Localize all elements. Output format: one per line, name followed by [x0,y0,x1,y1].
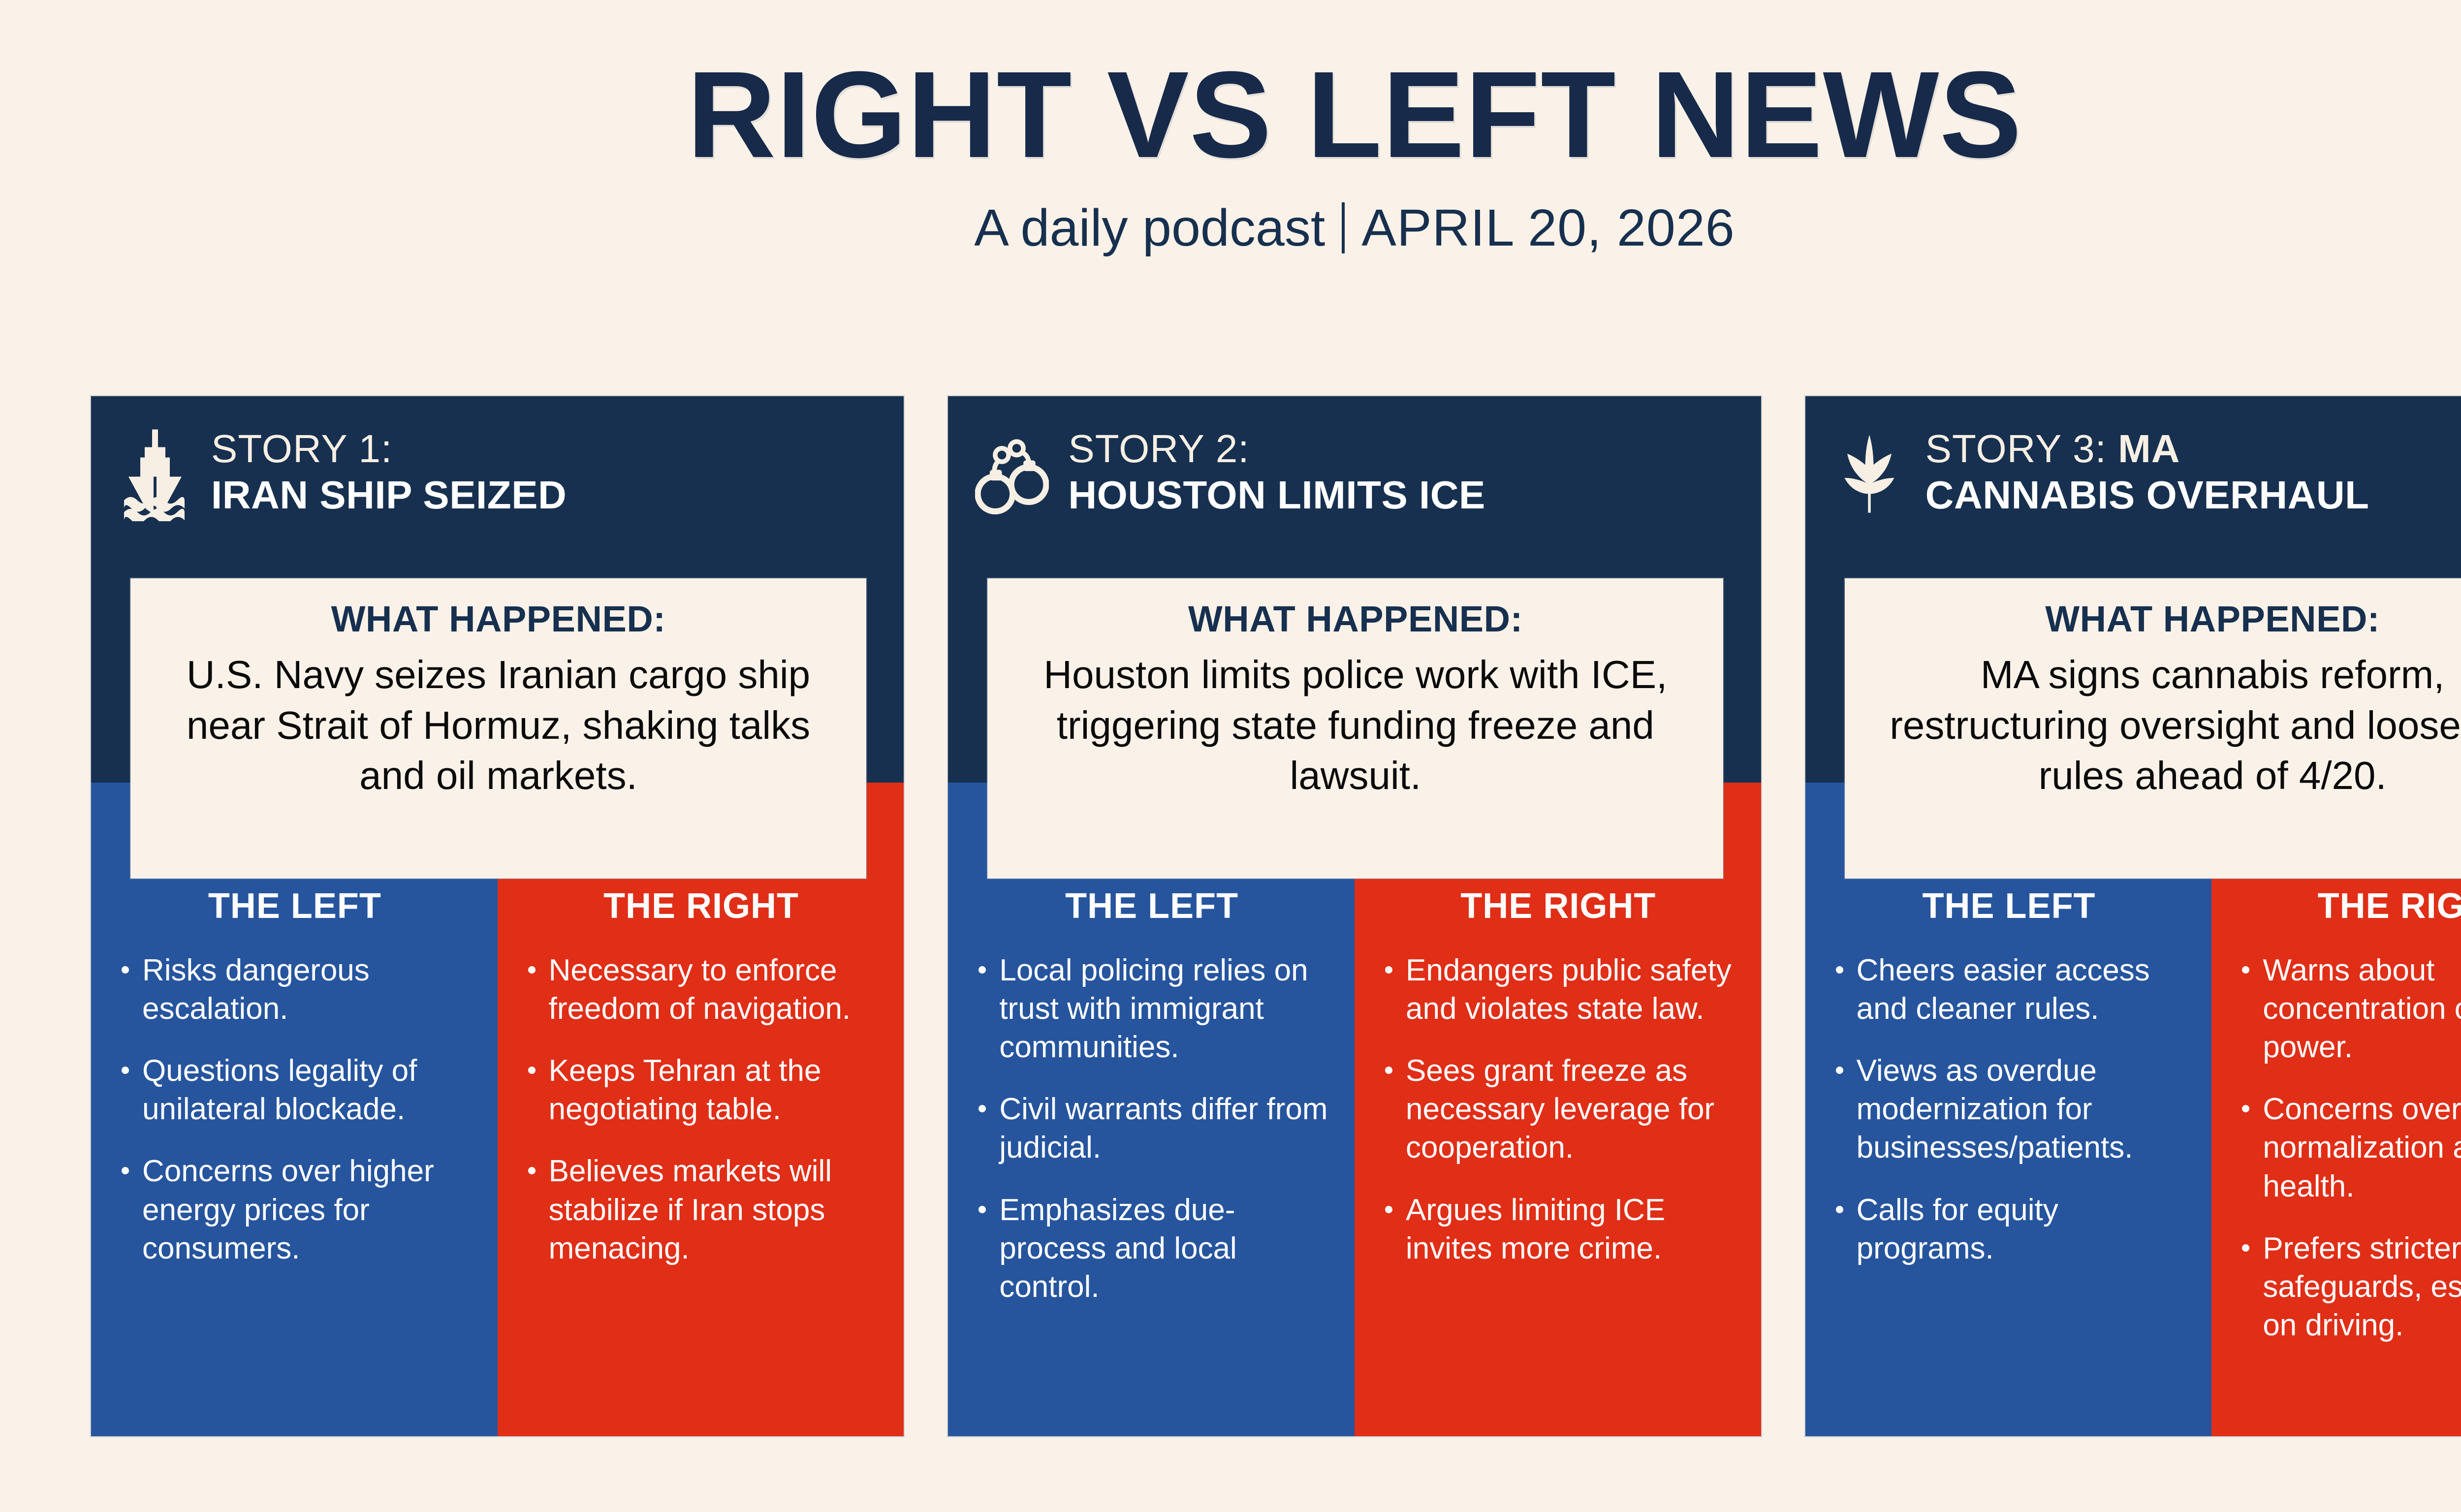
list-item: Concerns over normalization and public h… [2240,1090,2461,1205]
list-item: Prefers stricter safeguards, especially … [2240,1229,2461,1345]
cannabis-leaf-icon [1830,425,1909,521]
story-number-text: STORY 3: [1925,427,2118,471]
what-happened-text: MA signs cannabis reform, restructuring … [1890,653,2461,798]
right-bullet-list: Endangers public safety and violates sta… [1370,951,1746,1268]
right-side-background [1354,783,1761,1436]
left-bullet-list: Local policing relies on trust with immi… [964,951,1340,1306]
list-item: Concerns over higher energy prices for c… [120,1152,480,1267]
story-number-label: STORY 1: [211,427,904,471]
left-side-background [1805,783,2212,1436]
left-bullet-list: Risks dangerous escalation. Questions le… [107,951,483,1268]
what-happened-text: U.S. Navy seizes Iranian cargo ship near… [186,653,811,798]
what-happened-label: WHAT HAPPENED: [331,598,666,639]
story-card: STORY 2: HOUSTON LIMITS ICE WHAT HAPPENE… [948,396,1761,1436]
right-column: THE RIGHT Warns about concentration of m… [2211,888,2461,1436]
opinions-columns: THE LEFT Risks dangerous escalation. Que… [91,888,904,1436]
left-column: THE LEFT Local policing relies on trust … [948,888,1355,1436]
list-item: Argues limiting ICE invites more crime. [1383,1191,1743,1268]
story-card: STORY 1: IRAN SHIP SEIZED WHAT HAPPENED:… [91,396,904,1436]
left-side-background [91,783,498,1436]
what-happened-box: WHAT HAPPENED: MA signs cannabis reform,… [1844,578,2461,879]
right-side-background [497,783,904,1436]
page-header: RIGHT VS LEFT NEWS A daily podcast APRIL… [0,0,2461,254]
subtitle-date: APRIL 20, 2026 [1361,199,1735,257]
right-column-header: THE RIGHT [2317,886,2461,926]
story-number-label: STORY 2: [1068,427,1761,471]
subtitle-podcast: A daily podcast [974,199,1325,257]
story-card: STORY 3: MA CANNABIS OVERHAUL WHAT HAPPE… [1805,396,2461,1436]
right-column: THE RIGHT Endangers public safety and vi… [1355,888,1761,1436]
list-item: Calls for equity programs. [1834,1191,2194,1268]
story-number-bold: MA [2118,427,2180,471]
left-column: THE LEFT Risks dangerous escalation. Que… [91,888,498,1436]
list-item: Local policing relies on trust with immi… [977,951,1337,1067]
list-item: Civil warrants differ from judicial. [977,1090,1337,1167]
left-right-split-band [948,783,1761,1436]
ship-icon [116,425,194,521]
list-item: Emphasizes due-process and local control… [977,1191,1337,1306]
subtitle-divider [1342,202,1345,253]
handcuffs-icon [973,425,1051,521]
right-column-header: THE RIGHT [1460,886,1656,926]
opinions-columns: THE LEFT Local policing relies on trust … [948,888,1761,1436]
what-happened-label: WHAT HAPPENED: [2045,598,2380,639]
right-bullet-list: Necessary to enforce freedom of navigati… [513,951,889,1268]
what-happened-text: Houston limits police work with ICE, tri… [1043,653,1668,798]
story-card-titles: STORY 2: HOUSTON LIMITS ICE [1068,425,1761,517]
list-item: Necessary to enforce freedom of navigati… [526,951,886,1028]
story-number-text: STORY 2: [1068,427,1250,471]
list-item: Warns about concentration of market powe… [2240,951,2461,1067]
list-item: Keeps Tehran at the negotiating table. [526,1052,886,1129]
story-number-label: STORY 3: MA [1925,427,2461,471]
left-bullet-list: Cheers easier access and cleaner rules. … [1821,951,2197,1268]
story-cards-container: STORY 1: IRAN SHIP SEIZED WHAT HAPPENED:… [91,396,2461,1436]
left-column-header: THE LEFT [1065,886,1239,926]
story-card-titles: STORY 3: MA CANNABIS OVERHAUL [1925,425,2461,517]
left-right-split-band [1805,783,2461,1436]
what-happened-box: WHAT HAPPENED: Houston limits police wor… [987,578,1724,879]
page-title: RIGHT VS LEFT NEWS [687,46,2022,183]
left-column-header: THE LEFT [1922,886,2096,926]
what-happened-label: WHAT HAPPENED: [1188,598,1523,639]
right-column-header: THE RIGHT [603,886,799,926]
list-item: Cheers easier access and cleaner rules. [1834,951,2194,1028]
left-column-header: THE LEFT [208,886,381,926]
story-headline: IRAN SHIP SEIZED [211,472,567,517]
right-bullet-list: Warns about concentration of market powe… [2227,951,2461,1345]
list-item: Questions legality of unilateral blockad… [120,1052,480,1129]
story-card-titles: STORY 1: IRAN SHIP SEIZED [211,425,904,517]
left-column: THE LEFT Cheers easier access and cleane… [1805,888,2212,1436]
left-side-background [948,783,1355,1436]
story-headline: CANNABIS OVERHAUL [1925,472,2369,517]
list-item: Endangers public safety and violates sta… [1383,951,1743,1028]
list-item: Views as overdue modernization for busin… [1834,1052,2194,1167]
opinions-columns: THE LEFT Cheers easier access and cleane… [1805,888,2461,1436]
subtitle-row: A daily podcast APRIL 20, 2026 [0,202,2461,254]
list-item: Believes markets will stabilize if Iran … [526,1152,886,1267]
list-item: Risks dangerous escalation. [120,951,480,1028]
story-number-text: STORY 1: [211,427,393,471]
list-item: Sees grant freeze as necessary leverage … [1383,1052,1743,1167]
right-column: THE RIGHT Necessary to enforce freedom o… [498,888,904,1436]
left-right-split-band [91,783,904,1436]
right-side-background [2211,783,2461,1436]
story-headline: HOUSTON LIMITS ICE [1068,472,1485,517]
what-happened-box: WHAT HAPPENED: U.S. Navy seizes Iranian … [130,578,866,879]
